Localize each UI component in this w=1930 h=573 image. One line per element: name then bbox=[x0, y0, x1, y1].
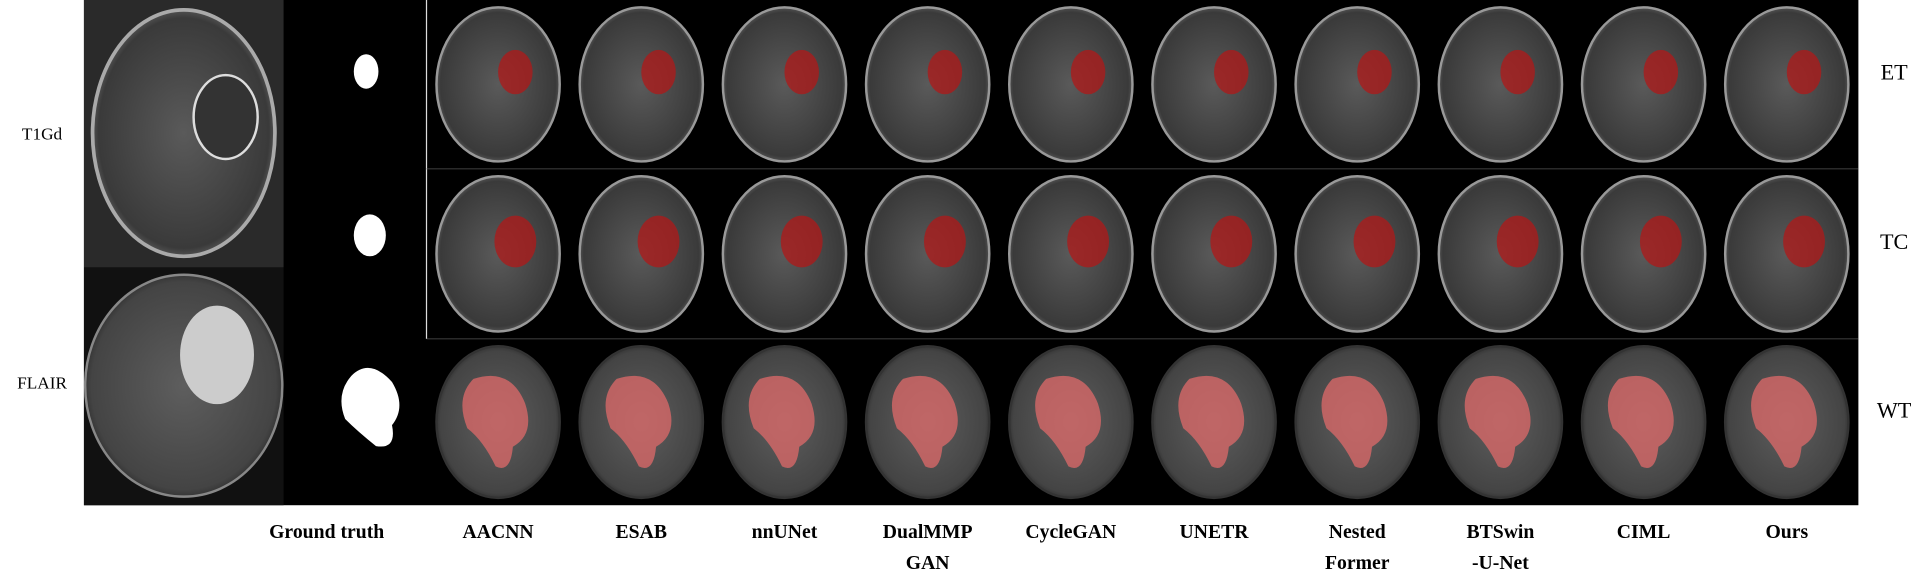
segmentation bbox=[923, 215, 966, 268]
column-label: Nested bbox=[1329, 521, 1386, 543]
segmentation bbox=[1496, 215, 1539, 268]
segmentation bbox=[784, 49, 819, 95]
segmentation bbox=[891, 375, 958, 468]
t1gd-brain bbox=[90, 8, 277, 259]
segmentation bbox=[1786, 49, 1822, 95]
column-label: DualMMP bbox=[883, 521, 973, 543]
column-label: BTSwin bbox=[1466, 521, 1534, 543]
segmentation bbox=[641, 49, 676, 95]
column-label: CIML bbox=[1617, 521, 1671, 543]
column-label: Former bbox=[1325, 552, 1390, 573]
segmentation bbox=[462, 375, 529, 468]
gt-mask bbox=[353, 214, 386, 257]
row-label: T1Gd bbox=[22, 125, 63, 144]
flair-brain bbox=[83, 273, 284, 498]
segmentation bbox=[1070, 49, 1106, 95]
segmentation bbox=[1321, 375, 1388, 468]
segmentation bbox=[1464, 375, 1531, 468]
segmentation bbox=[605, 375, 672, 468]
column-label: ESAB bbox=[616, 521, 667, 543]
brain bbox=[1437, 6, 1564, 163]
segmentation bbox=[1178, 375, 1245, 468]
column-label: GAN bbox=[906, 552, 950, 573]
segmentation bbox=[1214, 49, 1249, 95]
segmentation bbox=[1751, 375, 1817, 468]
brain bbox=[435, 6, 561, 163]
column-label: UNETR bbox=[1180, 521, 1250, 543]
gt-mask bbox=[341, 367, 400, 447]
segmentation bbox=[1783, 215, 1825, 268]
brain bbox=[578, 6, 705, 163]
brain bbox=[1723, 6, 1850, 163]
row-label: TC bbox=[1880, 229, 1908, 254]
flair-lesion bbox=[180, 305, 254, 405]
row-label: FLAIR bbox=[17, 373, 67, 392]
column-label: nnUNet bbox=[752, 521, 818, 543]
row-label: ET bbox=[1881, 60, 1909, 85]
brain bbox=[721, 6, 848, 163]
brain bbox=[1294, 6, 1421, 163]
gt-mask bbox=[353, 54, 379, 89]
column-label: CycleGAN bbox=[1025, 521, 1116, 543]
segmentation bbox=[1210, 215, 1253, 268]
column-label: AACNN bbox=[463, 521, 534, 543]
segmentation bbox=[498, 49, 533, 95]
column-label: Ours bbox=[1765, 521, 1808, 543]
t1gd-lesion bbox=[192, 73, 259, 161]
segmentation bbox=[637, 215, 680, 268]
segmentation bbox=[494, 215, 537, 268]
brain bbox=[1580, 6, 1707, 163]
segmentation bbox=[1643, 49, 1679, 95]
segmentation bbox=[1500, 49, 1535, 95]
column-label: -U-Net bbox=[1472, 552, 1529, 573]
row-label: WT bbox=[1877, 397, 1912, 422]
segmentation bbox=[1067, 215, 1110, 268]
segmentation bbox=[927, 49, 963, 95]
segmentation bbox=[780, 215, 823, 268]
brain bbox=[864, 6, 991, 163]
column-label: Ground truth bbox=[269, 521, 384, 543]
brain bbox=[1008, 6, 1134, 163]
segmentation bbox=[1639, 215, 1682, 268]
segmentation bbox=[748, 375, 815, 468]
segmentation bbox=[1035, 375, 1101, 468]
brain bbox=[1151, 6, 1277, 163]
segmentation bbox=[1353, 215, 1396, 268]
segmentation bbox=[1607, 375, 1674, 468]
segmentation bbox=[1357, 49, 1392, 95]
